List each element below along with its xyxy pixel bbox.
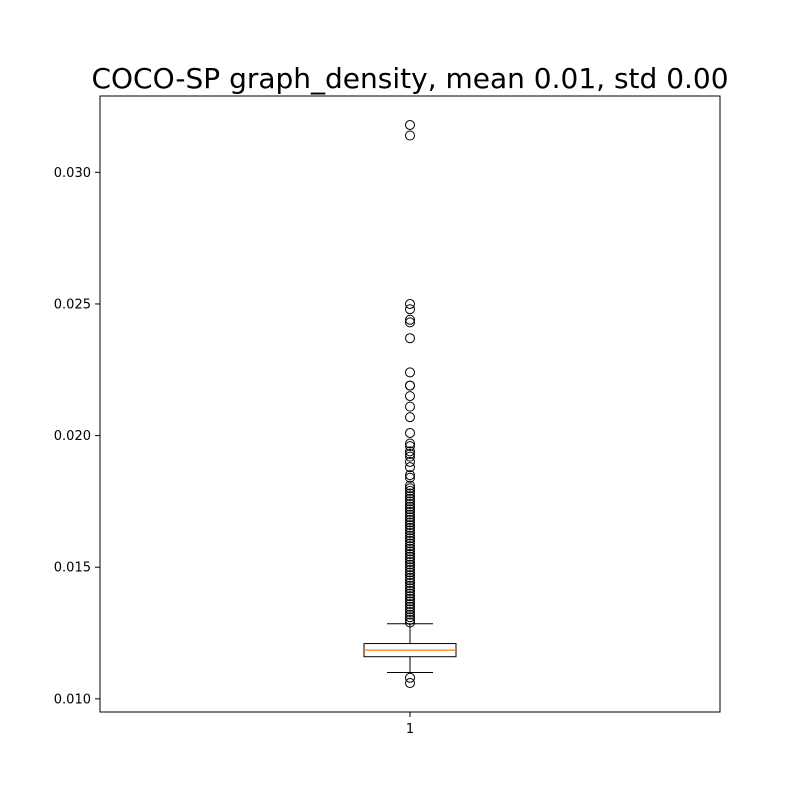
outlier-point — [405, 514, 415, 525]
outlier-point — [405, 480, 415, 491]
outlier-point — [405, 441, 415, 452]
outlier-point — [405, 449, 415, 460]
outlier-point — [405, 538, 415, 549]
x-tick-label: 1 — [406, 722, 414, 737]
outlier-point — [405, 604, 415, 615]
outlier-point — [405, 520, 415, 531]
outlier-point — [405, 517, 415, 528]
outlier-point — [405, 446, 415, 457]
outlier-point — [405, 512, 415, 523]
outlier-point — [405, 462, 415, 473]
y-tick-label: 0.010 — [54, 692, 91, 707]
outlier-point — [405, 591, 415, 602]
outlier-point — [405, 506, 415, 517]
outlier-point — [405, 588, 415, 599]
outlier-point — [405, 501, 415, 512]
outlier-point — [405, 427, 415, 438]
outlier-point — [405, 314, 415, 325]
outlier-point — [405, 564, 415, 575]
axes-frame — [99, 95, 721, 713]
outlier-point — [405, 451, 415, 462]
y-tick-label: 0.020 — [54, 429, 91, 444]
outlier-point — [405, 543, 415, 554]
outlier-point — [405, 317, 415, 328]
outlier-point — [405, 570, 415, 581]
outlier-point — [405, 556, 415, 567]
outlier-point — [405, 672, 415, 683]
outlier-point — [405, 559, 415, 570]
outlier-point — [405, 541, 415, 552]
outlier-point — [405, 606, 415, 617]
outlier-point — [405, 614, 415, 625]
outlier-point — [405, 533, 415, 544]
outlier-point — [405, 485, 415, 496]
outlier-point — [405, 298, 415, 309]
outlier-point — [405, 612, 415, 623]
outlier-point — [405, 546, 415, 557]
chart-title: COCO-SP graph_density, mean 0.01, std 0.… — [91, 62, 728, 95]
outlier-point — [405, 391, 415, 402]
outlier-point — [405, 499, 415, 510]
y-tick-label: 0.025 — [54, 297, 91, 312]
outlier-point — [405, 549, 415, 560]
outlier-point — [405, 456, 415, 467]
outlier-point — [405, 504, 415, 515]
outlier-point — [405, 572, 415, 583]
outlier-point — [405, 412, 415, 423]
outlier-point — [405, 401, 415, 412]
outlier-point — [405, 119, 415, 130]
outlier-point — [405, 535, 415, 546]
plot-area: 0.010 0.015 0.020 0.025 0.030 1 — [54, 95, 721, 737]
outlier-point — [405, 583, 415, 594]
y-tick-label: 0.030 — [54, 166, 91, 181]
outlier-point — [405, 678, 415, 689]
y-tick-label: 0.015 — [54, 561, 91, 576]
outlier-point — [405, 562, 415, 573]
outlier-point — [405, 551, 415, 562]
outlier-point — [405, 609, 415, 620]
outlier-point — [405, 593, 415, 604]
outlier-point — [405, 580, 415, 591]
outlier-point — [405, 599, 415, 610]
outlier-point — [405, 567, 415, 578]
outlier-point — [405, 554, 415, 565]
outlier-point — [405, 333, 415, 344]
outlier-point — [405, 493, 415, 504]
outlier-point — [405, 380, 415, 391]
outlier-point — [405, 488, 415, 499]
outlier-point — [405, 578, 415, 589]
outlier-point — [405, 596, 415, 607]
outlier-point — [405, 601, 415, 612]
outlier-point — [405, 522, 415, 533]
outlier-point — [405, 575, 415, 586]
outlier-point — [405, 585, 415, 596]
outlier-point — [405, 617, 415, 628]
outlier-point — [405, 509, 415, 520]
outlier-point — [405, 530, 415, 541]
outlier-point — [405, 496, 415, 507]
outlier-point — [405, 491, 415, 502]
outlier-point — [405, 470, 415, 481]
outlier-point — [405, 472, 415, 483]
outlier-point — [405, 525, 415, 536]
outlier-point — [405, 483, 415, 494]
outlier-point — [405, 367, 415, 378]
outlier-point — [405, 438, 415, 449]
outlier-point — [405, 527, 415, 538]
outlier-point — [405, 130, 415, 141]
outlier-point — [405, 304, 415, 315]
